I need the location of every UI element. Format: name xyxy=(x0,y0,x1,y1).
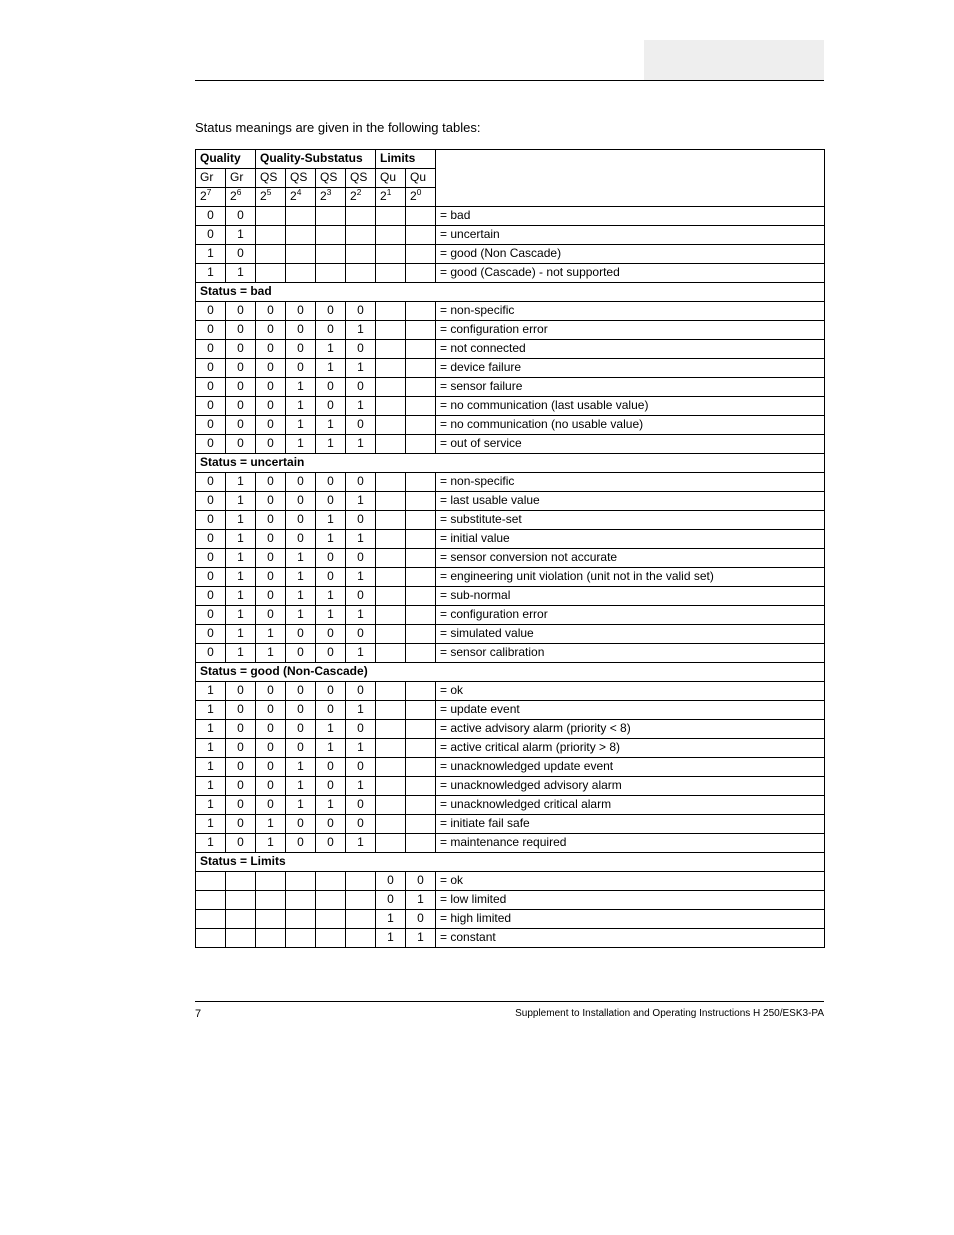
table-row: 10= good (Non Cascade) xyxy=(196,245,825,264)
table-row: 01= uncertain xyxy=(196,226,825,245)
section-header: Status = uncertain xyxy=(196,454,825,473)
table-row: 100011= active critical alarm (priority … xyxy=(196,739,825,758)
table-row: 010010= substitute-set xyxy=(196,511,825,530)
table-row: 01= low limited xyxy=(196,891,825,910)
table-row: 11= good (Cascade) - not supported xyxy=(196,264,825,283)
table-row: 100000= ok xyxy=(196,682,825,701)
table-row: 10= high limited xyxy=(196,910,825,929)
table-row: 000101= no communication (last usable va… xyxy=(196,397,825,416)
table-row: 010000= non-specific xyxy=(196,473,825,492)
table-row: 000100= sensor failure xyxy=(196,378,825,397)
table-row: 010110= sub-normal xyxy=(196,587,825,606)
table-row: 101001= maintenance required xyxy=(196,834,825,853)
section-header: Status = Limits xyxy=(196,853,825,872)
page: Status meanings are given in the followi… xyxy=(0,0,954,1235)
status-table: QualityQuality-SubstatusLimits GrGrQSQSQ… xyxy=(195,149,825,948)
table-row: 000010= not connected xyxy=(196,340,825,359)
table-row: 100110= unacknowledged critical alarm xyxy=(196,796,825,815)
footer-doc-title: Supplement to Installation and Operating… xyxy=(515,1008,824,1020)
section-header: Status = good (Non-Cascade) xyxy=(196,663,825,682)
section-header: Status = bad xyxy=(196,283,825,302)
table-row: 100010= active advisory alarm (priority … xyxy=(196,720,825,739)
content-area: Status meanings are given in the followi… xyxy=(195,120,825,948)
table-row: 011000= simulated value xyxy=(196,625,825,644)
table-row: 00= ok xyxy=(196,872,825,891)
table-row: 000110= no communication (no usable valu… xyxy=(196,416,825,435)
table-row: 010011= initial value xyxy=(196,530,825,549)
header-rule xyxy=(195,80,824,81)
table-row: 010001= last usable value xyxy=(196,492,825,511)
footer: 7 Supplement to Installation and Operati… xyxy=(195,1001,824,1020)
table-row: 100101= unacknowledged advisory alarm xyxy=(196,777,825,796)
table-row: 100001= update event xyxy=(196,701,825,720)
table-row: 010100= sensor conversion not accurate xyxy=(196,549,825,568)
table-row: 000011= device failure xyxy=(196,359,825,378)
page-number: 7 xyxy=(195,1008,201,1020)
table-row: 00= bad xyxy=(196,207,825,226)
intro-text: Status meanings are given in the followi… xyxy=(195,120,825,135)
table-row: 000000= non-specific xyxy=(196,302,825,321)
table-row: 011001= sensor calibration xyxy=(196,644,825,663)
table-row: 000111= out of service xyxy=(196,435,825,454)
table-header-row: QualityQuality-SubstatusLimits xyxy=(196,150,825,169)
header-shade xyxy=(644,40,824,80)
table-row: 010101= engineering unit violation (unit… xyxy=(196,568,825,587)
table-row: 000001= configuration error xyxy=(196,321,825,340)
table-row: 101000= initiate fail safe xyxy=(196,815,825,834)
table-row: 010111= configuration error xyxy=(196,606,825,625)
table-row: 100100= unacknowledged update event xyxy=(196,758,825,777)
table-row: 11= constant xyxy=(196,929,825,948)
